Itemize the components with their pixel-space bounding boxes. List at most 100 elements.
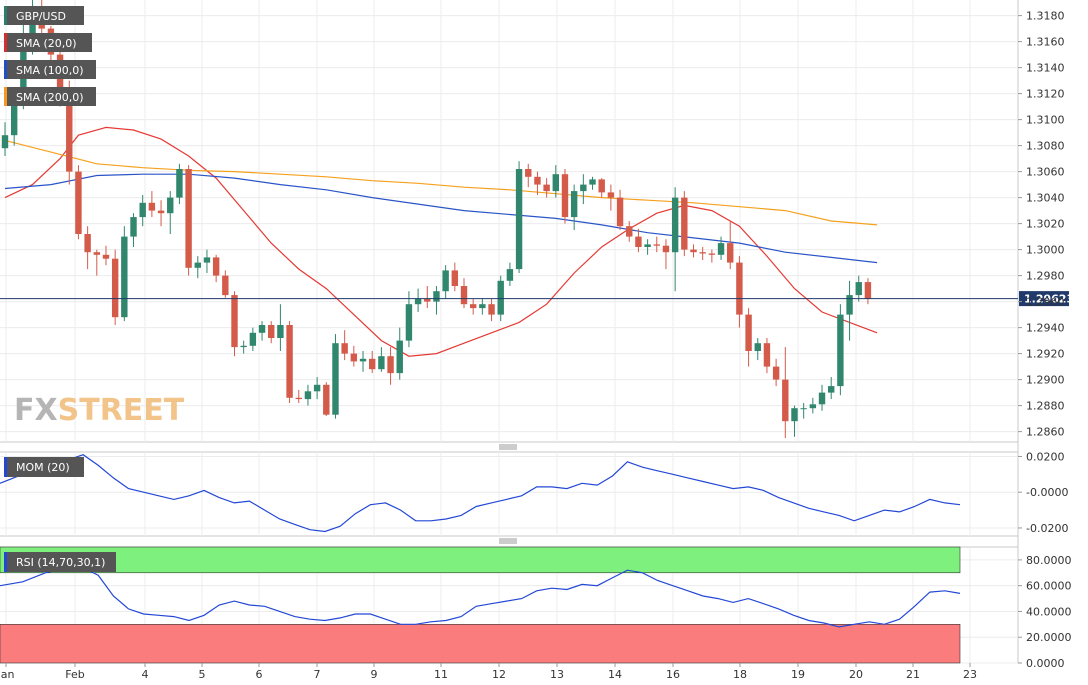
candle [369,351,376,374]
candle [782,347,789,439]
candle [543,178,550,198]
mom-tick-label: -0.0200 [1026,522,1068,535]
candle [552,165,559,198]
candle [469,299,477,315]
candle [699,247,706,260]
candle [525,163,532,188]
legend-sma20[interactable]: SMA (20,0) [4,33,92,52]
price-tick-label: 1.3120 [1026,88,1065,101]
candle [644,239,651,255]
x-tick-label: 18 [733,668,747,681]
candle [727,221,734,270]
candle [451,262,459,292]
price-tick-label: 1.2860 [1026,426,1065,439]
candle [717,236,725,260]
candle [671,187,679,292]
legend-mom[interactable]: MOM (20) [4,457,84,477]
candle [616,189,624,231]
rsi-tick-label: 80.0000 [1026,554,1072,567]
legend-sma200[interactable]: SMA (200,0) [4,87,96,106]
candle [203,249,211,273]
rsi-overbought-zone [0,546,961,574]
price-tick-label: 1.2940 [1026,322,1065,335]
candle [570,184,578,231]
x-tick-label: 5 [199,668,206,681]
candle [635,228,642,253]
candle [828,377,835,400]
candle [800,403,807,419]
candle [561,169,569,224]
legend-sma100[interactable]: SMA (100,0) [4,60,96,79]
candle [222,270,229,298]
resize-handle-momentum-rsi[interactable] [498,538,518,544]
candle [414,288,422,312]
candle [763,338,771,374]
price-tick-label: 1.3020 [1026,218,1065,231]
candle [589,176,596,190]
candle [772,358,780,387]
legend-rsi[interactable]: RSI (14,70,30,1) [4,552,116,572]
candle [332,334,339,419]
candle [809,397,817,414]
x-tick-label: 16 [666,668,680,681]
x-tick-label: Feb [65,668,84,681]
candle [864,278,872,305]
candle [442,265,449,299]
candle [708,249,716,263]
candle [580,174,587,205]
price-tick-label: 1.2960 [1026,296,1065,309]
candle [662,239,670,270]
price-tick-label: 1.2920 [1026,348,1065,361]
x-tick-label: 14 [608,668,622,681]
candle [681,191,688,257]
rsi-tick-label: 60.0000 [1026,580,1072,593]
legend-sma20-label: SMA (20,0) [16,37,77,50]
x-tick-label: 7 [314,668,321,681]
candle [846,280,853,341]
candle [460,278,468,309]
indicator-lines [0,454,961,628]
last-price-label: 1.29623 [1024,293,1074,306]
candle [387,347,394,385]
resize-handle-price-momentum[interactable] [498,444,518,450]
candle [277,304,284,351]
candle [176,163,183,205]
candle [433,286,440,315]
legend-rsi-label: RSI (14,70,30,1) [16,556,105,569]
legend-sma100-label: SMA (100,0) [16,64,84,77]
candle [424,286,431,309]
candle [515,161,523,273]
candle [396,327,403,380]
candle [121,226,128,322]
price-tick-label: 1.2900 [1026,374,1065,387]
candle [488,299,495,322]
price-tick-label: 1.3080 [1026,140,1065,153]
momentum-panel [0,452,1018,536]
candle [286,321,293,403]
legend-sma200-label: SMA (200,0) [16,91,84,104]
candle [313,377,321,400]
price-tick-label: 1.3100 [1026,114,1065,127]
candle [818,384,826,411]
x-tick-label: 20 [849,668,863,681]
axis-labels: 1.3180 1.3160 1.3140 1.3120 1.3100 1.3080 1.30… [0,10,1072,681]
candle [479,299,486,315]
candle [598,178,605,198]
rsi-tick-label: 20.0000 [1026,631,1072,644]
x-tick-label: 23 [963,668,977,681]
candle [350,345,358,367]
candle [167,191,174,234]
candle [157,200,165,227]
x-tick-label: 12 [492,668,506,681]
candle [102,245,110,266]
candle [304,384,312,406]
sma-line [4,173,878,264]
candle [653,236,660,253]
x-tick-label: 19 [791,668,805,681]
legend-gbpusd[interactable]: GBP/USD [4,6,84,25]
candle [111,249,119,325]
x-tick-label: 9 [371,668,378,681]
candle [295,390,302,403]
candle [855,275,862,302]
